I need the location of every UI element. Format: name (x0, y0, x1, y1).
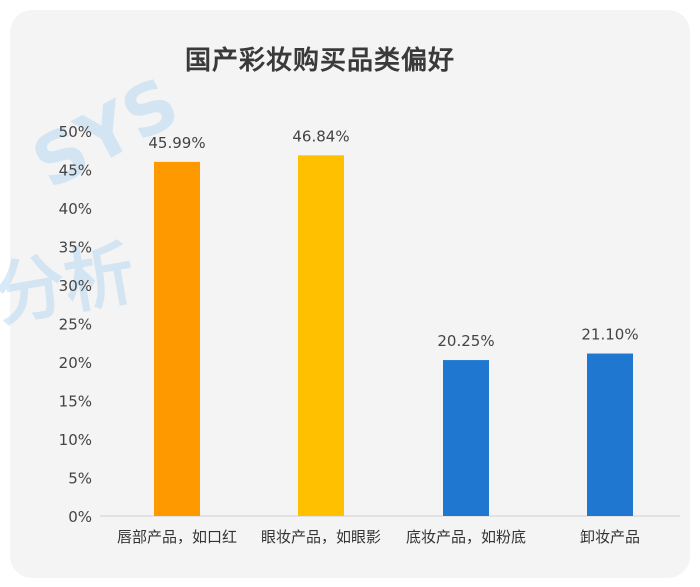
category-labels: 唇部产品，如口红 眼妆产品，如眼影 底妆产品，如粉底 卸妆产品 (117, 528, 640, 546)
category-label: 眼妆产品，如眼影 (261, 528, 381, 546)
data-label: 20.25% (437, 332, 494, 350)
y-tick-label: 40% (59, 200, 92, 218)
category-label: 底妆产品，如粉底 (406, 528, 526, 546)
bars (154, 155, 633, 516)
y-tick-label: 5% (68, 470, 92, 488)
bar (587, 353, 633, 516)
bar (298, 155, 344, 516)
data-label: 46.84% (292, 127, 349, 145)
y-tick-label: 10% (59, 431, 92, 449)
y-tick-label: 15% (59, 393, 92, 411)
y-tick-label: 0% (68, 508, 92, 526)
data-label: 21.10% (581, 326, 638, 344)
category-label: 卸妆产品 (580, 528, 640, 546)
y-tick-label: 30% (59, 277, 92, 295)
y-tick-label: 20% (59, 354, 92, 372)
y-tick-label: 50% (59, 123, 92, 141)
y-tick-label: 45% (59, 162, 92, 180)
y-axis: 0% 5% 10% 15% 20% 25% 30% 35% 40% 45% 50% (59, 123, 92, 526)
bar (443, 360, 489, 516)
chart-card (10, 10, 690, 578)
data-labels: 45.99% 46.84% 20.25% 21.10% (148, 127, 638, 350)
y-tick-label: 35% (59, 239, 92, 257)
bar (154, 161, 200, 516)
chart-title: 国产彩妆购买品类偏好 (184, 46, 455, 76)
data-label: 45.99% (148, 134, 205, 152)
category-label: 唇部产品，如口红 (117, 528, 237, 546)
y-tick-label: 25% (59, 316, 92, 334)
